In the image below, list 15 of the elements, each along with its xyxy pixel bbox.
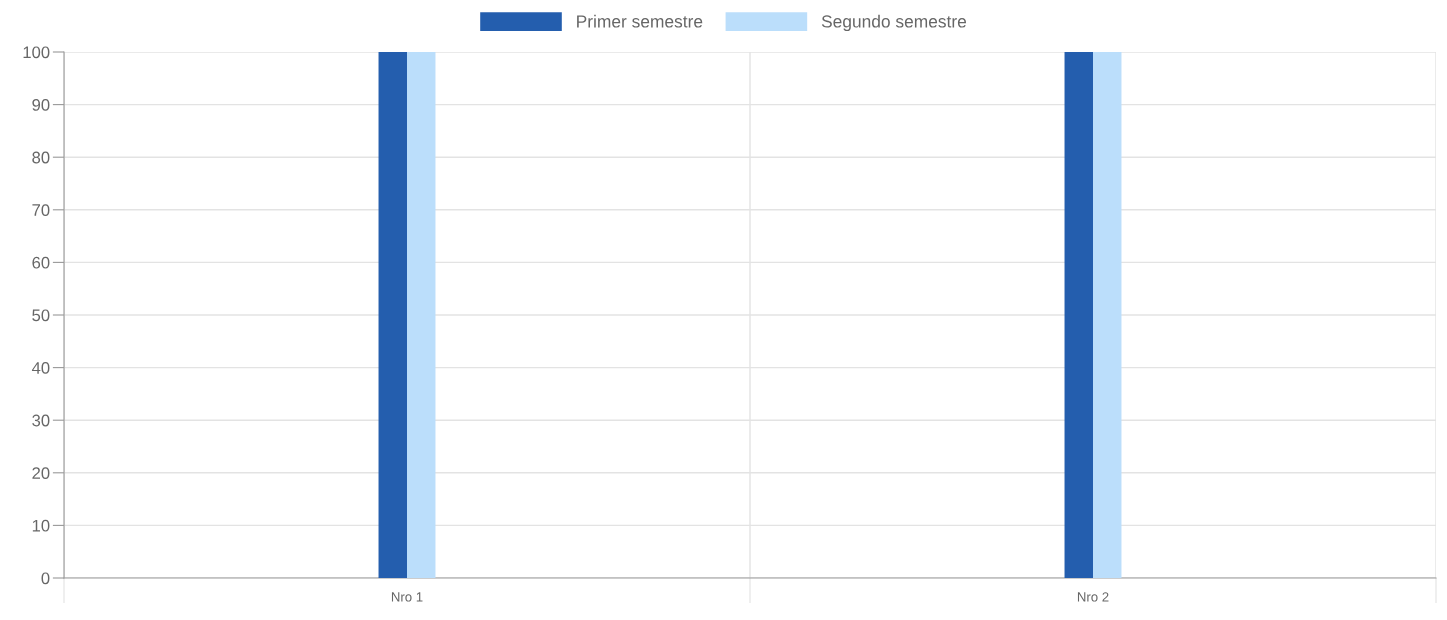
y-tick-label: 30 — [32, 414, 50, 427]
y-tick-label: 80 — [32, 151, 50, 164]
y-tick-label: 10 — [32, 519, 50, 532]
y-tick-label: 90 — [32, 99, 50, 111]
x-tick-label: Nro 1 — [391, 592, 423, 602]
y-tick-label: 20 — [32, 467, 50, 479]
y-tick-label: 50 — [32, 309, 50, 322]
legend-label: Segundo semestre — [821, 14, 967, 32]
legend-label: Primer semestre — [577, 14, 703, 28]
y-tick-label: 60 — [32, 256, 50, 269]
x-tick-label: Nro 2 — [1077, 592, 1109, 602]
y-tick-label: 40 — [31, 362, 50, 374]
y-tick-label: 100 — [23, 46, 50, 59]
y-tick-label: 70 — [32, 204, 50, 216]
y-tick-label: 0 — [41, 572, 50, 585]
